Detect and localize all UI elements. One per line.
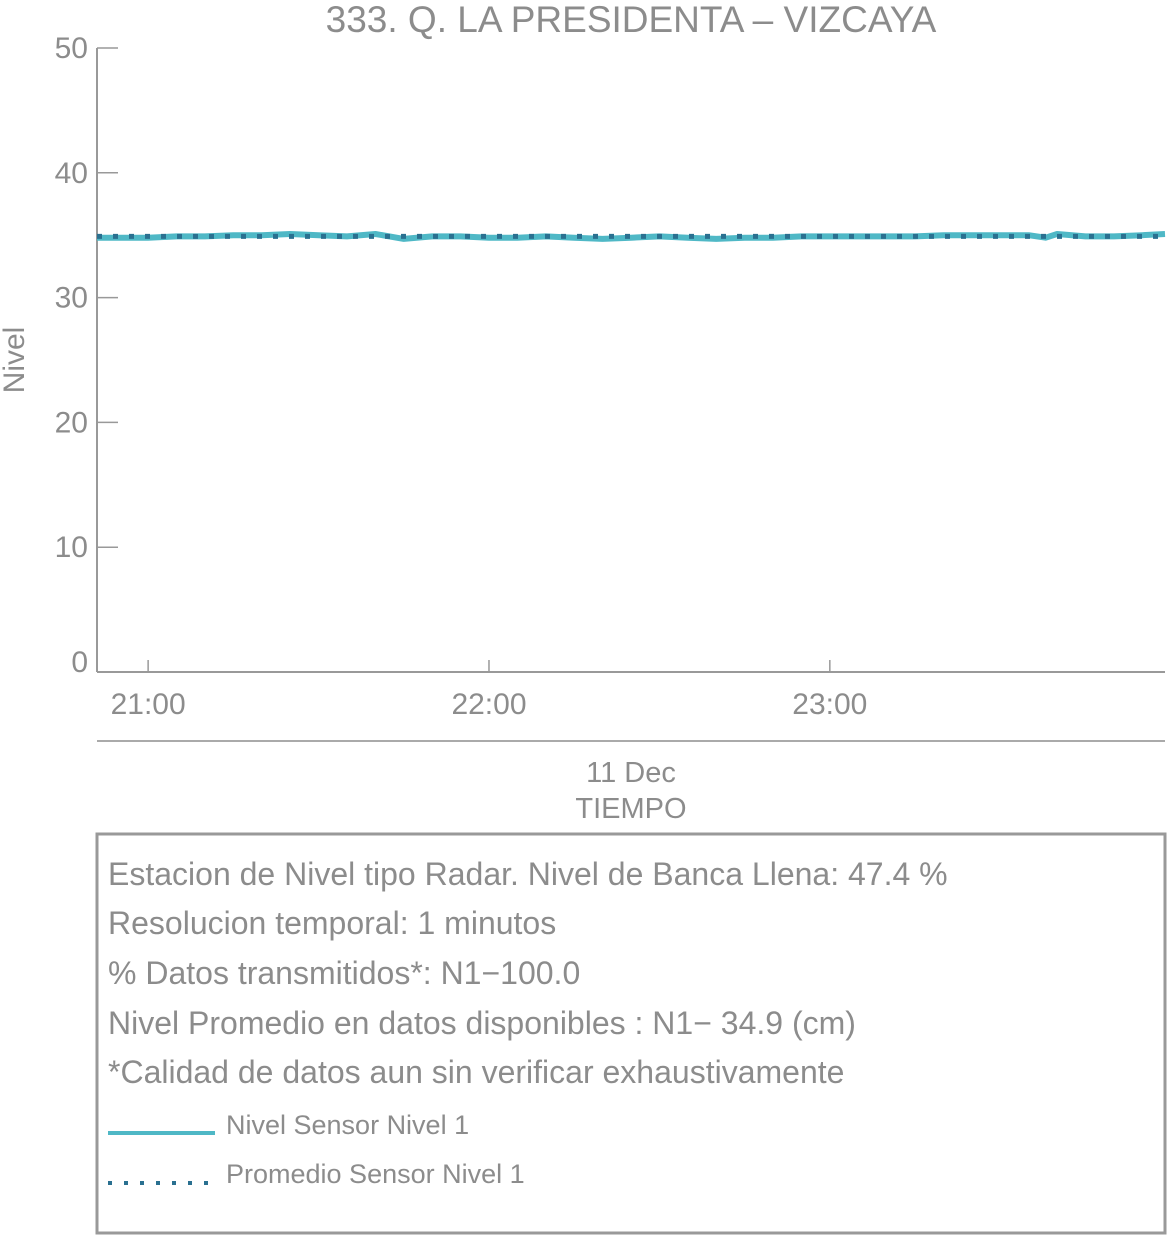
info-line: % Datos transmitidos*: N1−100.0 (108, 955, 580, 991)
info-box (95, 832, 1167, 1235)
info-line: *Calidad de datos aun sin verificar exha… (108, 1054, 844, 1090)
x-tick-label: 21:00 (111, 688, 186, 721)
info-line: Nivel Promedio en datos disponibles : N1… (108, 1005, 856, 1041)
series-group (97, 231, 1166, 242)
legend-label-promedio: Promedio Sensor Nivel 1 (226, 1159, 525, 1189)
legend-label-nivel: Nivel Sensor Nivel 1 (226, 1110, 469, 1140)
chart-title: 333. Q. LA PRESIDENTA – VIZCAYA (326, 0, 937, 40)
y-ticks: 0 10 20 30 40 50 (55, 32, 118, 679)
x-tick-label: 23:00 (792, 688, 867, 721)
y-tick-label: 30 (55, 282, 88, 315)
y-tick-label: 10 (55, 531, 88, 564)
x-date-label: 11 Dec (586, 757, 676, 789)
info-line: Resolucion temporal: 1 minutos (108, 905, 556, 941)
y-tick-label: 40 (55, 157, 88, 190)
info-line: Estacion de Nivel tipo Radar. Nivel de B… (108, 856, 948, 892)
y-axis-label: Nivel (0, 327, 31, 394)
y-tick-label: 50 (55, 32, 88, 65)
y-tick-label: 20 (55, 406, 88, 439)
x-axis-label: TIEMPO (575, 793, 686, 825)
x-tick-label: 22:00 (451, 688, 526, 721)
y-tick-label: 0 (71, 646, 88, 679)
x-ticks: 21:00 22:00 23:00 (111, 660, 867, 721)
